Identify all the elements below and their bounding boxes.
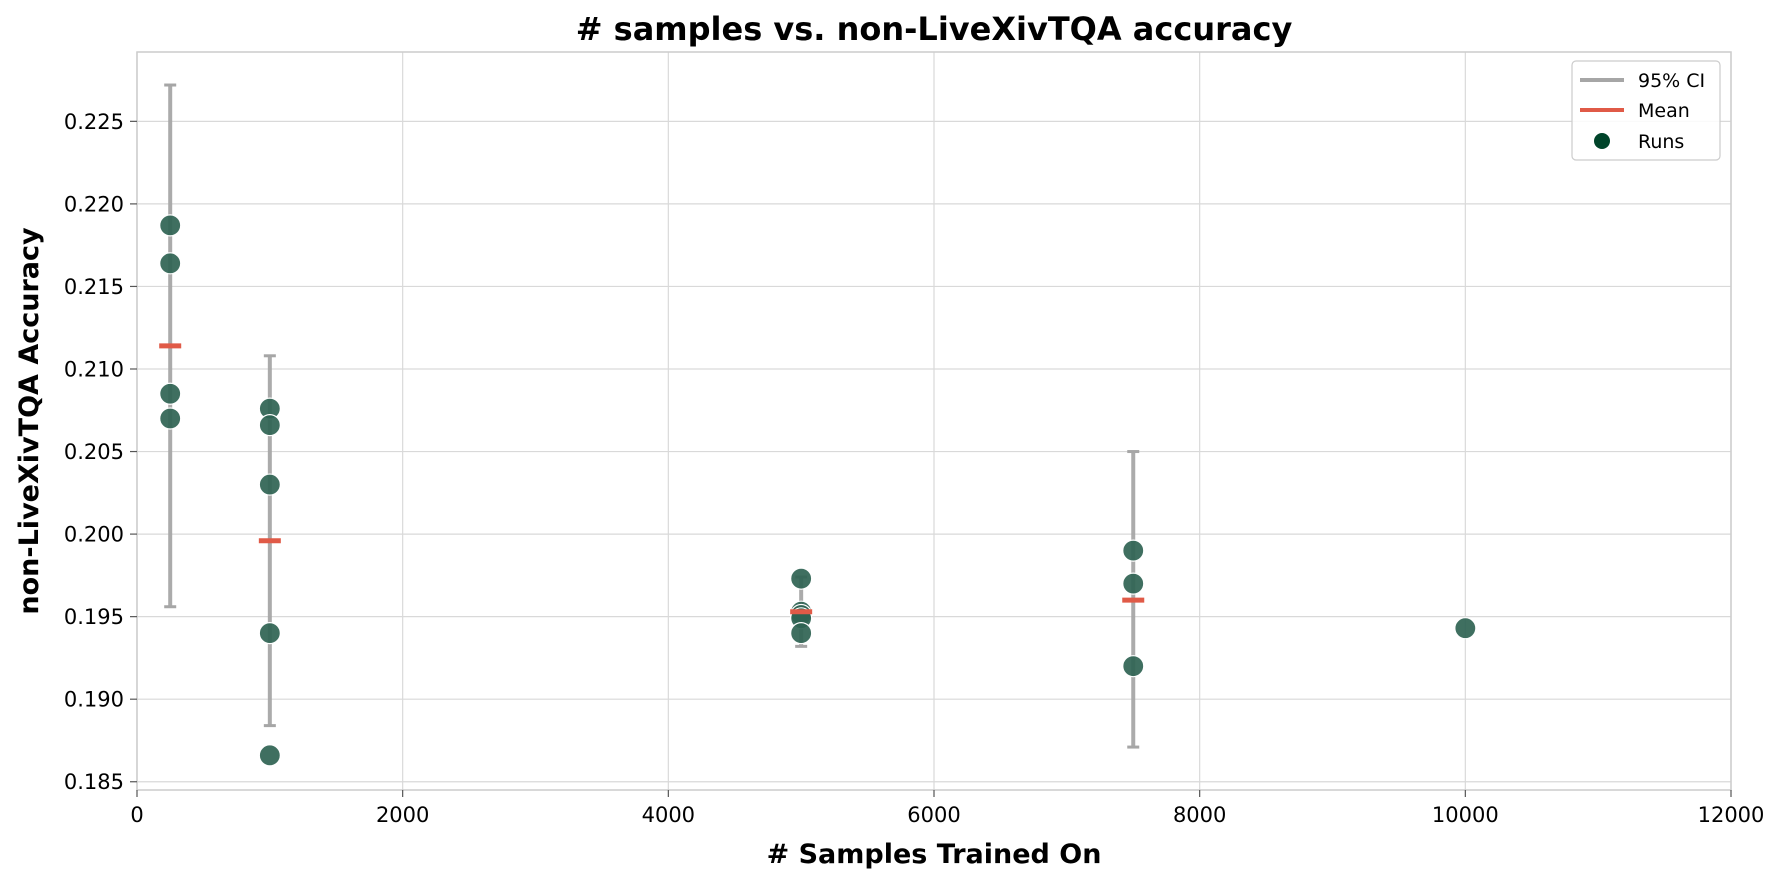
x-tick-label: 4000	[642, 803, 695, 827]
y-tick-label: 0.200	[64, 523, 124, 547]
legend-mean-label: Mean	[1638, 100, 1690, 122]
run-point	[159, 382, 182, 405]
y-tick-label: 0.190	[64, 688, 124, 712]
legend-ci-label: 95% CI	[1638, 70, 1705, 92]
y-tick-label: 0.185	[64, 770, 124, 794]
run-point	[258, 414, 281, 437]
run-point	[1122, 572, 1145, 595]
run-point	[159, 214, 182, 237]
run-point	[1122, 655, 1145, 678]
x-tick-label: 0	[130, 803, 143, 827]
y-tick-label: 0.195	[64, 605, 124, 629]
run-point	[790, 567, 813, 590]
run-point	[1122, 539, 1145, 562]
y-tick-label: 0.210	[64, 357, 124, 381]
tick-layer: 0 2000 4000 6000 8000 10000 12000 0.185 0.190 0.1…	[64, 110, 1765, 827]
y-tick-label: 0.225	[64, 110, 124, 134]
x-axis-label: # Samples Trained On	[767, 839, 1102, 870]
y-tick-label: 0.220	[64, 192, 124, 216]
run-point	[159, 407, 182, 430]
run-point	[258, 473, 281, 496]
run-point	[790, 622, 813, 645]
x-tick-label: 8000	[1173, 803, 1226, 827]
run-point	[159, 252, 182, 275]
run-point	[258, 622, 281, 645]
run-point	[1454, 617, 1477, 640]
x-tick-label: 2000	[376, 803, 429, 827]
x-tick-label: 6000	[907, 803, 960, 827]
x-tick-label: 12000	[1698, 803, 1765, 827]
grid-layer	[136, 52, 1732, 790]
legend-runs-label: Runs	[1638, 131, 1684, 153]
x-tick-label: 10000	[1432, 803, 1499, 827]
y-tick-label: 0.215	[64, 275, 124, 299]
chart-title: # samples vs. non-LiveXivTQA accuracy	[576, 10, 1293, 48]
mean-layer	[159, 343, 1145, 615]
legend-box	[1571, 60, 1721, 161]
run-point	[258, 744, 281, 767]
legend: 95% CI Mean Runs	[1571, 60, 1721, 161]
y-tick-label: 0.205	[64, 440, 124, 464]
y-axis-label: non-LiveXivTQA Accuracy	[14, 227, 45, 615]
ci-layer	[164, 83, 1140, 749]
legend-runs-marker	[1594, 133, 1610, 149]
points-layer	[159, 214, 1477, 767]
